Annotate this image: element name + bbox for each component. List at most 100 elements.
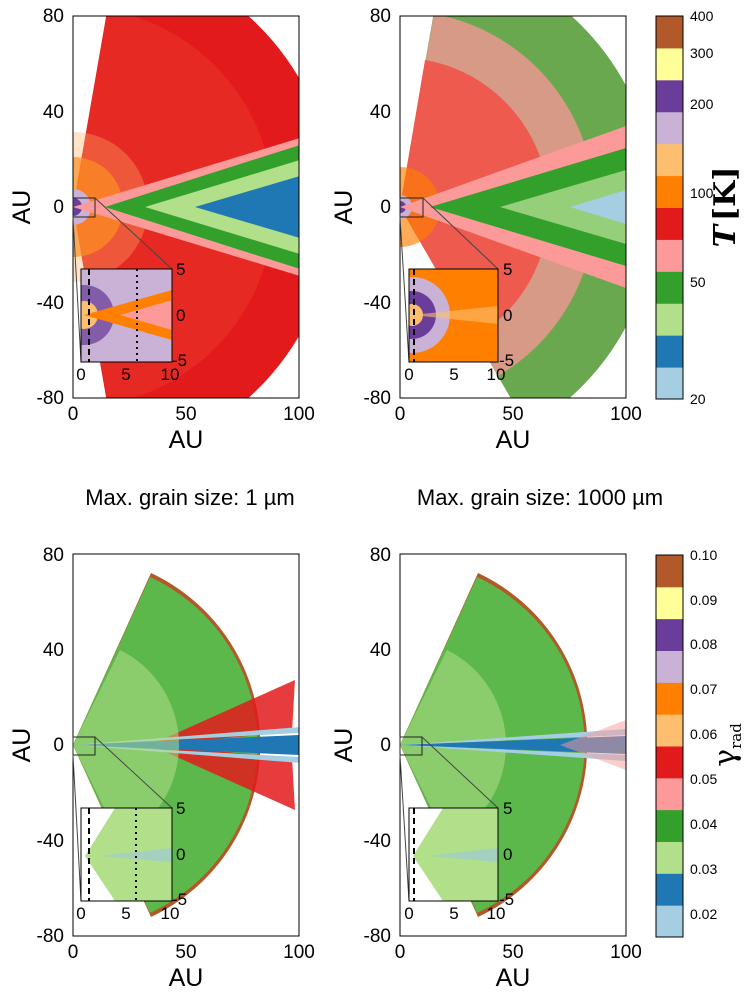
x-tick-label: 50	[175, 404, 196, 425]
colorbar-cell	[656, 873, 683, 906]
panel-temperature-1um	[72, 15, 300, 399]
colorbar-cell	[656, 618, 683, 651]
caption-right: Max. grain size: 1000 µm	[417, 485, 663, 510]
y-tick-label: -80	[37, 388, 64, 409]
colorbar-cell	[656, 714, 683, 747]
cb-tick-label: 300	[690, 45, 714, 61]
midplane-band	[73, 735, 299, 755]
y-tick-label: 0	[53, 735, 64, 756]
panel-gamma-1um	[72, 553, 300, 937]
cb-tick-label: 0.03	[690, 861, 717, 877]
colorbar-cell	[656, 682, 683, 715]
light-green-inner	[73, 650, 179, 840]
colorbar-temperature-cells	[656, 16, 683, 400]
colorbar-cell	[656, 16, 683, 49]
x-tick-label: 50	[502, 404, 523, 425]
inset-y-tick: 0	[176, 306, 185, 325]
midplane-cold-region	[195, 176, 299, 238]
midplane-band	[400, 736, 626, 754]
inset-y-tick: 5	[503, 799, 512, 818]
inset-x-tick: 10	[161, 365, 180, 384]
colorbar-cell	[656, 143, 683, 177]
x-tick-label: 100	[283, 942, 315, 963]
inset-y-tick: -5	[499, 351, 514, 370]
colorbar-cell	[656, 809, 683, 842]
cb-tick-label: 0.05	[690, 771, 717, 787]
colorbar-cell	[656, 111, 683, 145]
inset-x-tick: 10	[161, 904, 180, 923]
inset-y-tick: 0	[176, 845, 185, 864]
y-tick-label: 80	[370, 6, 391, 27]
cb-tick-label: 50	[690, 274, 706, 290]
y-tick-label: 40	[370, 640, 391, 661]
inset-x-tick: 5	[121, 365, 130, 384]
y-tick-label: -40	[37, 293, 64, 314]
inset-y-tick: -5	[499, 890, 514, 909]
colorbar-cell	[656, 777, 683, 811]
x-tick-label: 50	[502, 942, 523, 963]
x-tick-label: 100	[610, 404, 642, 425]
x-tick-label: 50	[175, 942, 196, 963]
inset-x-tick: 5	[121, 904, 130, 923]
x-axis-label: AU	[169, 426, 204, 454]
inset-y-tick: 0	[503, 306, 512, 325]
y-tick-label: 80	[43, 545, 64, 566]
y-tick-label: 40	[43, 102, 64, 123]
cb-tick-label: 0.09	[690, 592, 717, 608]
inset-y-tick: 5	[176, 799, 185, 818]
zoom-indicator	[72, 736, 173, 902]
x-axis-label: AU	[169, 964, 204, 992]
y-axis-label: AU	[8, 728, 36, 763]
inset-x-tick: 0	[76, 904, 85, 923]
colorbar-cell	[656, 79, 683, 113]
y-tick-label: 80	[370, 545, 391, 566]
colorbar-cell	[656, 335, 683, 368]
inset-y-tick: -5	[172, 351, 187, 370]
colorbar-cell	[656, 207, 683, 240]
colorbar-cell	[656, 841, 683, 874]
colorbar-temperature-label: T[K]	[708, 167, 743, 248]
colorbar-cell	[656, 367, 683, 400]
cb-tick-label: 100	[690, 185, 714, 201]
colorbar-cell	[656, 586, 683, 620]
x-axis-label: AU	[496, 426, 531, 454]
inset	[408, 807, 499, 902]
inset-y-tick: 5	[503, 260, 512, 279]
x-tick-label: 0	[395, 404, 406, 425]
colorbar-gamma-cells	[656, 555, 683, 938]
colorbar-cell	[656, 746, 683, 779]
y-tick-label: 0	[53, 197, 64, 218]
y-tick-label: -80	[37, 926, 64, 947]
x-tick-label: 100	[610, 942, 642, 963]
zoom-indicator	[72, 197, 173, 363]
x-axis-label: AU	[496, 964, 531, 992]
midplane-light-band	[400, 745, 626, 761]
colorbar-temperature: 400 300 200 100 50 20 T[K]	[655, 8, 743, 407]
colorbar-cell	[656, 271, 683, 304]
inset-x-tick: 0	[404, 904, 413, 923]
cb-tick-label: 400	[690, 8, 714, 24]
cb-tick-label: 0.07	[690, 681, 717, 697]
y-tick-label: -80	[364, 926, 391, 947]
colorbar-cell	[656, 303, 683, 336]
y-axis-label: AU	[8, 190, 36, 225]
inset-x-tick: 5	[449, 365, 458, 384]
inset-x-tick: 5	[449, 904, 458, 923]
y-axis-label: AU	[330, 728, 358, 763]
lower-red-band	[150, 745, 295, 810]
inset-y-tick: 0	[503, 845, 512, 864]
y-tick-label: -80	[364, 388, 391, 409]
inset-x-tick: 10	[487, 904, 506, 923]
y-axis-label: AU	[330, 190, 358, 225]
y-tick-label: 0	[380, 197, 391, 218]
upper-red-band	[150, 680, 295, 745]
cb-tick-label: 0.10	[690, 547, 717, 563]
zoom-indicator	[399, 197, 499, 363]
x-tick-label: 0	[395, 942, 406, 963]
inset	[408, 268, 499, 363]
inset	[80, 268, 173, 363]
colorbar-cell	[656, 175, 683, 208]
y-tick-label: 40	[370, 102, 391, 123]
cb-tick-label: 0.02	[690, 906, 717, 922]
